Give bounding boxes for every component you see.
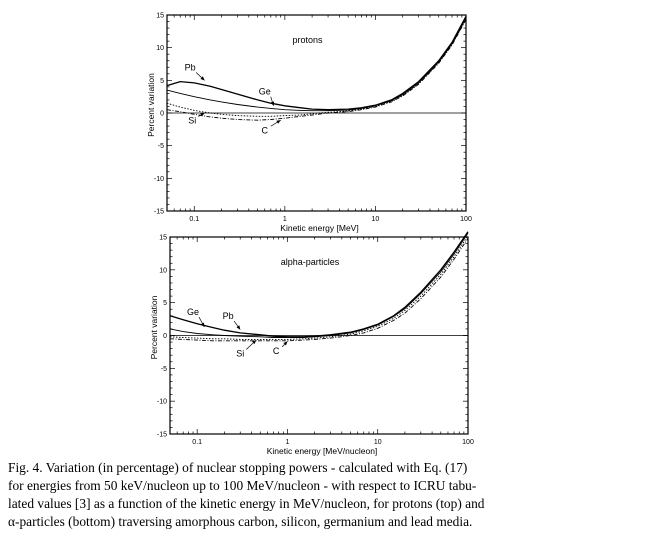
annotation-arrowhead — [252, 340, 257, 345]
y-tick-label: 10 — [156, 45, 164, 52]
series-line-c — [166, 19, 467, 121]
x-tick-label: 0.1 — [192, 439, 202, 446]
x-tick-label: 100 — [462, 439, 474, 446]
y-tick-label: 15 — [156, 13, 164, 20]
x-axis-title: Kinetic energy [MeV] — [280, 223, 358, 233]
x-tick-label: 1 — [283, 216, 287, 223]
curve-label-si: Si — [188, 115, 196, 125]
series-line-pb — [166, 15, 467, 111]
y-tick-label: 15 — [159, 235, 167, 242]
chart-panel-2: 0.1 1 10 100 -15 -10 -5 0 5 10 15 Kinetic energy [M… — [149, 231, 474, 456]
x-tick-label: 100 — [460, 216, 472, 223]
y-axis-title: Percent variation — [149, 295, 159, 359]
chart-panel-1: 0.1 1 10 100 -15 -10 -5 0 5 10 15 Kinetic energy [M… — [146, 13, 472, 234]
y-tick-label: -5 — [161, 366, 167, 373]
panel-title: alpha-particles — [281, 257, 340, 267]
curve-label-ge: Ge — [187, 307, 199, 317]
annotation-arrowhead — [283, 341, 288, 346]
annotation-arrowhead — [200, 113, 205, 117]
annotation-arrowhead — [236, 325, 241, 330]
y-tick-label: -10 — [157, 399, 167, 406]
caption-line-3: lated values [3] as a function of the ki… — [8, 496, 485, 511]
caption-line-1: Fig. 4. Variation (in percentage) of nuc… — [8, 460, 468, 475]
caption-line-4: α-particles (bottom) traversing amorphou… — [8, 514, 473, 529]
y-tick-label: 5 — [160, 78, 164, 85]
x-tick-label: 1 — [285, 439, 289, 446]
figure-caption: Fig. 4. Variation (in percentage) of nuc… — [8, 459, 638, 531]
annotation-arrowhead — [270, 101, 275, 106]
y-tick-label: -15 — [154, 209, 164, 216]
curve-label-si: Si — [236, 349, 244, 359]
curve-label-ge: Ge — [259, 87, 271, 97]
series-line-ge — [169, 232, 469, 338]
series-line-ge — [166, 18, 467, 112]
y-tick-label: -5 — [158, 143, 164, 150]
y-tick-label: 10 — [159, 267, 167, 274]
curve-label-pb: Pb — [185, 63, 196, 73]
y-tick-label: -10 — [154, 176, 164, 183]
series-line-si — [169, 235, 469, 340]
y-tick-label: 5 — [163, 300, 167, 307]
series-line-c — [169, 238, 469, 342]
caption-line-2: for energies from 50 keV/nucleon up to 1… — [8, 478, 477, 493]
series-line-si — [166, 18, 467, 117]
y-tick-label: -15 — [157, 432, 167, 439]
annotation-arrowhead — [200, 76, 205, 81]
annotation-arrowhead — [276, 120, 281, 124]
curve-label-c: C — [273, 346, 280, 356]
x-tick-label: 0.1 — [189, 216, 199, 223]
y-axis-title: Percent variation — [146, 73, 156, 137]
y-tick-label: 0 — [163, 333, 167, 340]
y-tick-label: 0 — [160, 111, 164, 118]
x-tick-label: 10 — [374, 439, 382, 446]
x-tick-label: 10 — [372, 216, 380, 223]
curve-label-c: C — [261, 125, 268, 135]
panel-title: protons — [293, 35, 324, 45]
curve-label-pb: Pb — [223, 311, 234, 321]
x-axis-title: Kinetic energy [MeV/nucleon] — [267, 446, 378, 456]
annotation-arrowhead — [200, 322, 205, 327]
series-line-pb — [169, 231, 469, 338]
